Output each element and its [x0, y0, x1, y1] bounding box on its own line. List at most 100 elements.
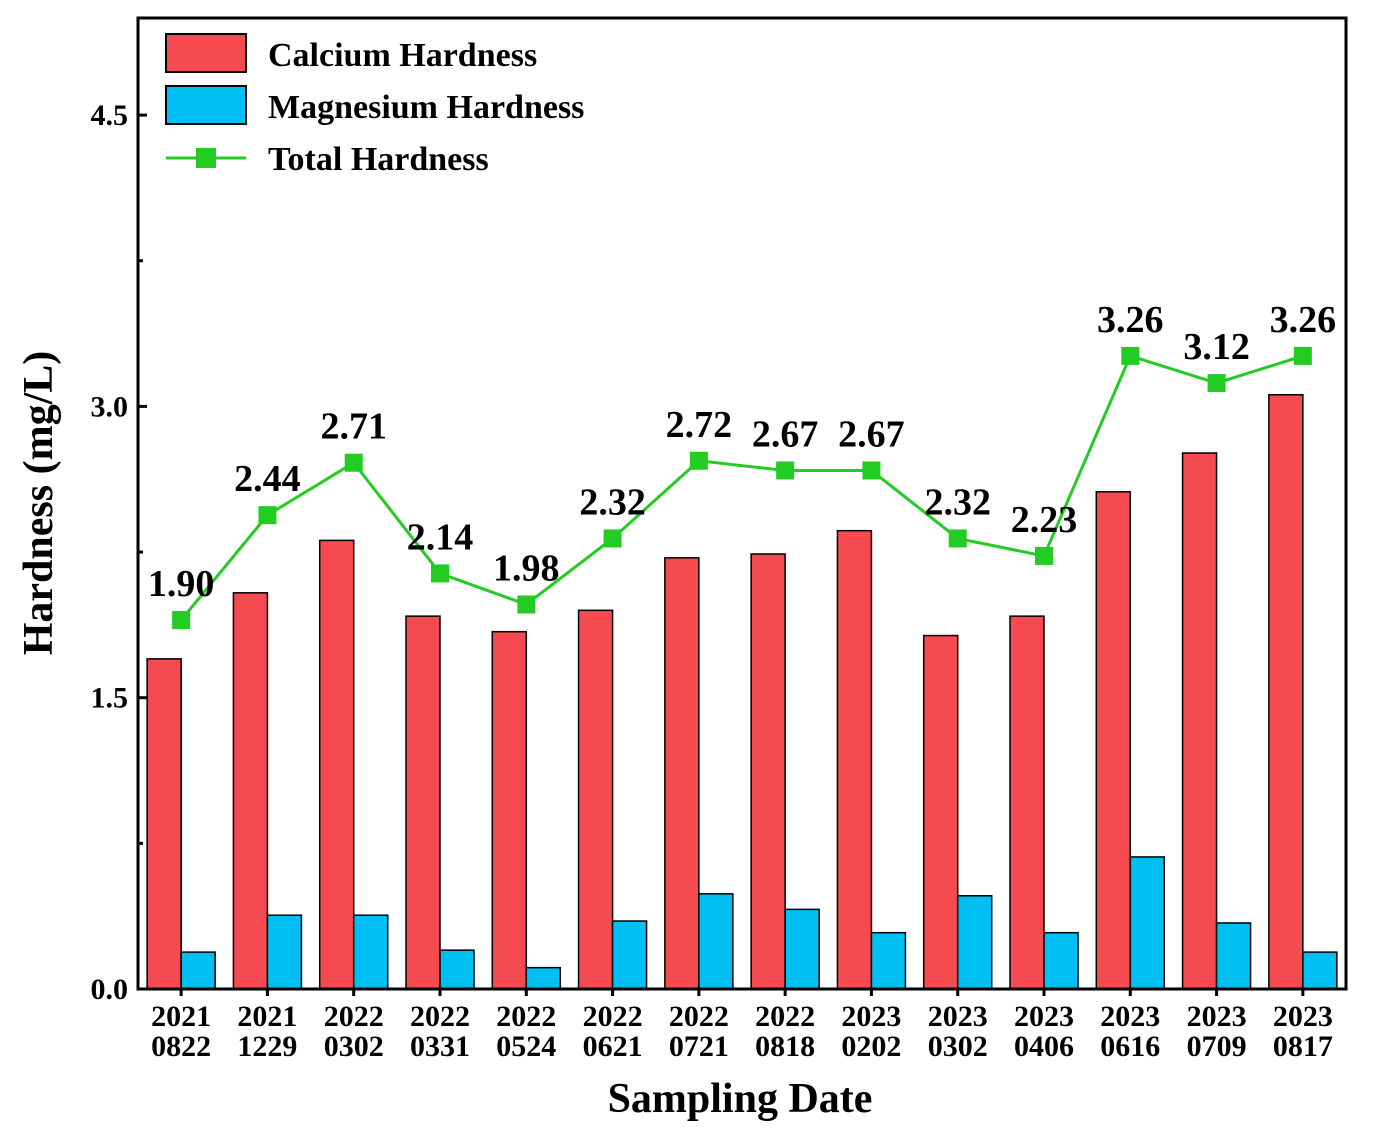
total-label-12: 3.12	[1183, 326, 1250, 368]
y-tick-label-1: 1.5	[91, 682, 129, 715]
bar-magnesium-13	[1302, 951, 1338, 990]
total-hardness-line	[179, 354, 1304, 621]
bar-calcium-4	[491, 630, 528, 990]
total-label-4: 1.98	[493, 547, 560, 589]
total-label-3: 2.14	[407, 516, 474, 558]
legend-swatch-magnesium	[165, 85, 247, 125]
total-label-5: 2.32	[579, 481, 646, 523]
y-tick-label-2: 3.0	[91, 390, 129, 423]
bar-magnesium-1	[266, 914, 303, 990]
x-tick-label-year-10: 2023	[1014, 1000, 1074, 1033]
x-tick-label-date-3: 0331	[410, 1030, 470, 1063]
bar-calcium-5	[577, 609, 614, 990]
bar-magnesium-10	[1043, 931, 1079, 990]
bar-magnesium-11	[1129, 856, 1166, 990]
total-label-7: 2.67	[752, 413, 819, 455]
total-marker-2	[344, 453, 363, 472]
bar-magnesium-9	[956, 895, 993, 990]
total-label-0: 1.90	[148, 563, 215, 605]
legend-label-total: Total Hardness	[268, 141, 489, 178]
x-tick-label-date-0: 0822	[151, 1030, 211, 1063]
bar-magnesium-0	[180, 951, 216, 990]
bar-calcium-2	[318, 539, 355, 990]
total-label-13: 3.26	[1270, 299, 1337, 341]
bar-magnesium-3	[439, 949, 475, 990]
total-marker-3	[431, 564, 449, 583]
bar-calcium-0	[146, 658, 182, 990]
x-tick-label-date-8: 0202	[841, 1030, 901, 1063]
total-marker-7	[776, 461, 795, 480]
total-marker-1	[258, 506, 277, 525]
x-tick-label-year-0: 2021	[151, 1000, 211, 1033]
bar-magnesium-8	[870, 931, 907, 990]
total-label-9: 2.32	[924, 481, 991, 523]
x-tick-label-year-11: 2023	[1100, 1000, 1160, 1033]
x-tick-label-date-5: 0621	[583, 1030, 643, 1063]
x-tick-label-date-12: 0709	[1187, 1030, 1247, 1063]
bar-magnesium-6	[698, 893, 734, 990]
plot-frame	[136, 16, 1348, 991]
x-tick-label-date-11: 0616	[1100, 1030, 1160, 1063]
total-marker-6	[689, 451, 708, 470]
bar-calcium-13	[1268, 393, 1304, 990]
y-tick-label-3: 4.5	[91, 99, 129, 132]
bar-calcium-1	[232, 592, 269, 990]
total-marker-11	[1121, 346, 1140, 365]
x-tick-label-year-1: 2021	[237, 1000, 297, 1033]
bar-calcium-9	[922, 634, 959, 990]
bar-calcium-3	[405, 615, 441, 990]
total-label-1: 2.44	[234, 458, 301, 500]
x-tick-label-year-8: 2023	[841, 1000, 901, 1033]
x-tick-label-date-13: 0817	[1273, 1030, 1333, 1063]
x-tick-label-date-10: 0406	[1014, 1030, 1074, 1063]
x-tick-label-year-6: 2022	[669, 1000, 729, 1033]
x-tick-label-date-7: 0818	[755, 1030, 815, 1063]
x-tick-label-date-4: 0524	[496, 1030, 556, 1063]
total-label-10: 2.23	[1011, 499, 1078, 541]
total-label-11: 3.26	[1097, 299, 1164, 341]
x-tick-label-date-1: 1229	[237, 1030, 297, 1063]
plot-area: 0.01.53.04.52021082220211229202203022022…	[91, 99, 1338, 1063]
legend: Calcium Hardness Magnesium Hardness Tota…	[165, 33, 584, 178]
total-marker-12	[1207, 374, 1226, 393]
bar-calcium-8	[836, 529, 873, 990]
bar-calcium-7	[750, 553, 786, 990]
total-marker-0	[172, 611, 191, 630]
x-tick-label-date-9: 0302	[928, 1030, 988, 1063]
bar-calcium-12	[1181, 452, 1218, 990]
legend-label-calcium: Calcium Hardness	[268, 37, 537, 74]
bar-calcium-10	[1009, 615, 1045, 990]
legend-marker-total	[196, 148, 216, 168]
x-tick-label-date-2: 0302	[324, 1030, 384, 1063]
x-tick-label-year-3: 2022	[410, 1000, 470, 1033]
total-label-2: 2.71	[320, 406, 387, 448]
x-tick-label-year-13: 2023	[1273, 1000, 1333, 1033]
total-marker-10	[1035, 546, 1053, 565]
x-axis-title: Sampling Date	[608, 1076, 873, 1122]
bar-magnesium-5	[611, 920, 648, 990]
legend-label-magnesium: Magnesium Hardness	[268, 89, 584, 126]
x-tick-label-date-6: 0721	[669, 1030, 729, 1063]
total-marker-4	[517, 595, 536, 614]
x-tick-label-year-12: 2023	[1187, 1000, 1247, 1033]
total-label-8: 2.67	[838, 413, 905, 455]
bar-magnesium-2	[352, 914, 389, 990]
x-tick-label-year-9: 2023	[928, 1000, 988, 1033]
x-tick-label-year-7: 2022	[755, 1000, 815, 1033]
total-marker-5	[603, 529, 622, 548]
bar-calcium-6	[664, 557, 700, 990]
y-tick-label-0: 0.0	[91, 973, 129, 1006]
legend-swatch-calcium	[165, 33, 247, 73]
y-axis-title: Hardness (mg/L)	[16, 351, 62, 656]
total-label-6: 2.72	[666, 404, 733, 446]
bar-magnesium-4	[525, 966, 562, 990]
total-marker-13	[1293, 346, 1312, 365]
x-tick-label-year-4: 2022	[496, 1000, 556, 1033]
x-tick-label-year-2: 2022	[324, 1000, 384, 1033]
bar-magnesium-12	[1215, 922, 1252, 990]
bar-calcium-11	[1095, 491, 1132, 990]
x-tick-label-year-5: 2022	[583, 1000, 643, 1033]
bar-magnesium-7	[784, 908, 820, 990]
total-marker-8	[862, 461, 881, 480]
